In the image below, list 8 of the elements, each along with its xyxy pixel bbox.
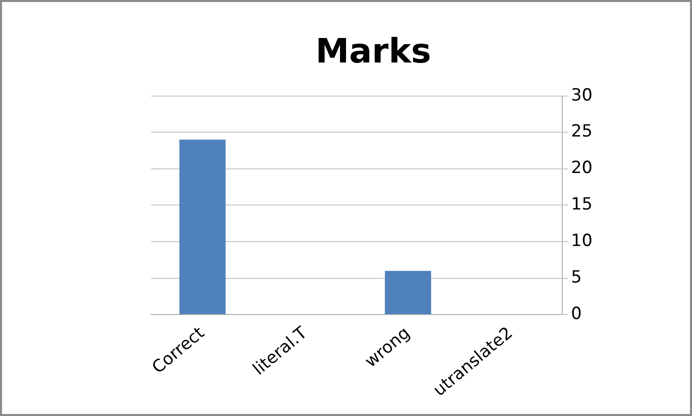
y-tick-label: 15 (571, 194, 593, 214)
y-tick-label: 10 (571, 230, 593, 250)
chart-title: Marks (316, 32, 432, 71)
y-tick-label: 25 (571, 120, 593, 141)
y-tick-label: 20 (571, 157, 593, 178)
y-tick-label: 5 (571, 266, 582, 287)
y-tick-label: 0 (571, 303, 582, 323)
y-tick-label: 30 (571, 84, 593, 104)
